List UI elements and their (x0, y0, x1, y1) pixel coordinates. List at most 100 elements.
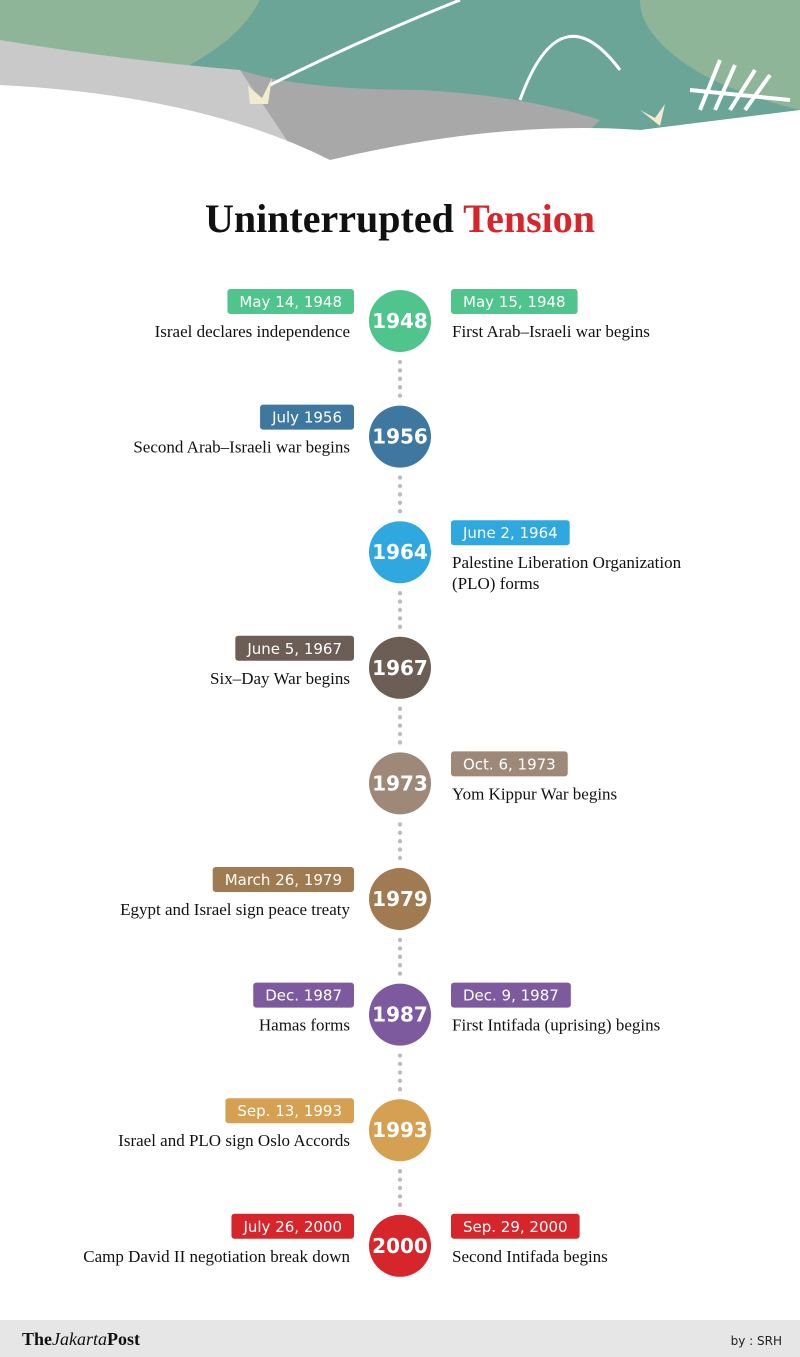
event-description: Second Arab–Israeli war begins (133, 438, 350, 457)
event-right: Sep. 29, 2000 Second Intifada begins (451, 1213, 608, 1266)
date-label: May 15, 1948 (463, 293, 566, 311)
event-left: May 14, 1948 Israel declares independence (155, 289, 354, 341)
footer-bar (0, 1320, 800, 1357)
year-label: 2000 (372, 1234, 428, 1258)
event-right: June 2, 1964 Palestine Liberation Organiz… (451, 520, 682, 593)
logo-part: Jakarta (52, 1329, 107, 1349)
connector-dot (397, 616, 403, 621)
event-description: Camp David II negotiation break down (83, 1247, 350, 1266)
event-description: Yom Kippur War begins (452, 784, 617, 803)
credit: by : SRH (731, 1334, 782, 1348)
date-pill (235, 635, 354, 661)
connector-dot (397, 946, 403, 951)
date-label: June 5, 1967 (246, 640, 342, 658)
year-circle (369, 1099, 431, 1162)
event-right: May 15, 1948 First Arab–Israeli war begin… (451, 289, 650, 341)
connector-dot (397, 954, 403, 959)
connector-dot (397, 624, 403, 629)
year-circle (369, 1214, 431, 1277)
title-part: Uninterrupted (205, 196, 454, 241)
year-label: 1967 (372, 656, 428, 680)
connector-dot (397, 376, 403, 381)
year-label: 1973 (372, 771, 428, 795)
connector-dot (397, 492, 403, 497)
date-label: Sep. 29, 2000 (463, 1218, 568, 1236)
connector-dot (397, 847, 403, 852)
event-description: (PLO) forms (452, 574, 539, 593)
event-description: Hamas forms (259, 1016, 350, 1035)
connector-dot (397, 500, 403, 505)
logo: TheJakartaPost (22, 1329, 140, 1349)
date-label: Sep. 13, 1993 (237, 1102, 342, 1120)
connector-dot (397, 740, 403, 745)
year-circle (369, 868, 431, 930)
event-description: Second Intifada begins (452, 1247, 608, 1266)
year-circle (369, 752, 431, 815)
year-label: 1956 (372, 425, 428, 449)
year-label: 1993 (372, 1118, 428, 1142)
connector-dot (397, 1061, 403, 1067)
header-landscape (0, 0, 800, 165)
event-left: July 26, 2000 Camp David II negotiation b… (83, 1213, 354, 1266)
connector-dot (397, 591, 403, 596)
connector-dot (397, 1078, 403, 1084)
event-description: First Intifada (uprising) begins (452, 1016, 660, 1035)
connector-dot (397, 1177, 403, 1182)
title: Uninterrupted Tension (205, 196, 595, 241)
year-circle (369, 983, 431, 1046)
event-description: Israel and PLO sign Oslo Accords (118, 1131, 350, 1150)
date-pill (451, 751, 568, 777)
event-description: Palestine Liberation Organization (452, 553, 682, 572)
connector-dot (397, 715, 403, 720)
date-label: June 2, 1964 (462, 524, 558, 542)
date-pill (451, 520, 570, 546)
connector-dot (397, 963, 403, 968)
year-circle (369, 521, 431, 584)
event-description: Israel declares independence (155, 322, 350, 341)
connector-dot (397, 830, 403, 835)
connector-dot (397, 839, 403, 844)
year-label: 1979 (372, 887, 428, 911)
event-left: Dec. 1987 Hamas forms (253, 982, 354, 1035)
connector-dot (397, 1194, 403, 1199)
connector-dot (397, 359, 403, 365)
date-label: May 14, 1948 (239, 293, 342, 311)
date-pill (212, 867, 354, 892)
event-description: Egypt and Israel sign peace treaty (120, 900, 350, 919)
connector-dot (397, 1185, 403, 1191)
date-pill (231, 1213, 354, 1239)
date-label: Oct. 6, 1973 (463, 755, 556, 773)
connector-dot (397, 723, 403, 728)
connector-dot (397, 509, 403, 514)
event-left: March 26, 1979 Egypt and Israel sign peac… (120, 867, 354, 919)
date-label: Dec. 9, 1987 (463, 987, 559, 1005)
connector-dot (397, 731, 403, 737)
connector-dot (397, 822, 403, 827)
date-pill (451, 1213, 580, 1239)
logo-part: Post (107, 1329, 140, 1349)
year-circle (369, 290, 431, 352)
connector-dot (397, 393, 403, 398)
date-pill (451, 289, 578, 314)
date-pill (451, 982, 571, 1008)
connector-dot (397, 483, 403, 489)
connector-dot (397, 937, 403, 943)
date-pill (260, 404, 354, 430)
connector-dot (397, 368, 403, 373)
event-left: June 5, 1967 Six–Day War begins (210, 635, 354, 688)
event-left: Sep. 13, 1993 Israel and PLO sign Oslo Ac… (118, 1098, 354, 1150)
event-left: July 1956 Second Arab–Israeli war begins (133, 404, 354, 457)
connector-dot (397, 706, 403, 711)
title-part: Tension (463, 196, 595, 241)
connector-dot (397, 599, 403, 604)
connector-dot (397, 1053, 403, 1058)
date-label: March 26, 1979 (225, 871, 342, 889)
connector-dot (397, 1070, 403, 1075)
event-description: First Arab–Israeli war begins (452, 322, 650, 341)
connector-dot (397, 855, 403, 861)
connector-dot (397, 1202, 403, 1208)
connector-dot (397, 475, 403, 480)
date-pill (225, 1098, 354, 1124)
